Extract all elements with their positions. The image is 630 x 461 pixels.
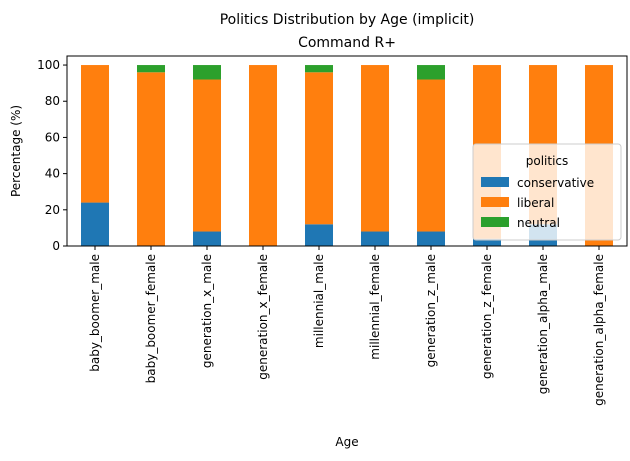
legend-label-conservative: conservative bbox=[517, 176, 594, 190]
bar-liberal-millennial_female bbox=[361, 65, 389, 232]
x-tick-label: generation_z_female bbox=[480, 254, 494, 379]
bar-neutral-millennial_male bbox=[305, 65, 333, 73]
x-tick-label: millennial_male bbox=[312, 254, 326, 348]
bar-neutral-generation_x_male bbox=[193, 65, 221, 80]
x-axis-label: Age bbox=[335, 435, 358, 449]
x-tick-label: generation_x_male bbox=[200, 254, 214, 368]
bar-conservative-generation_z_female bbox=[473, 238, 501, 246]
bar-neutral-generation_z_male bbox=[417, 65, 445, 80]
y-tick-label: 80 bbox=[45, 94, 60, 108]
bar-liberal-baby_boomer_female bbox=[137, 72, 165, 247]
bar-conservative-millennial_male bbox=[305, 224, 333, 246]
legend: politics conservative liberal neutral bbox=[472, 143, 622, 241]
bar-liberal-baby_boomer_male bbox=[81, 65, 109, 203]
y-tick-label: 40 bbox=[45, 167, 60, 181]
x-tick-label: baby_boomer_male bbox=[88, 254, 102, 372]
bar-neutral-baby_boomer_female bbox=[137, 65, 165, 73]
bar-liberal-generation_z_male bbox=[417, 79, 445, 232]
y-tick-label: 0 bbox=[52, 239, 60, 253]
bar-conservative-millennial_female bbox=[361, 231, 389, 246]
x-tick-label: millennial_female bbox=[368, 254, 382, 360]
plot-frame bbox=[66, 55, 628, 247]
bar-liberal-generation_x_female bbox=[249, 65, 277, 246]
chart-subtitle: Command R+ bbox=[298, 35, 396, 51]
y-tick-label: 100 bbox=[37, 58, 60, 72]
bar-conservative-baby_boomer_male bbox=[81, 202, 109, 246]
x-tick-label: generation_z_male bbox=[424, 254, 438, 367]
legend-title: politics bbox=[526, 154, 569, 168]
bar-liberal-generation_x_male bbox=[193, 79, 221, 232]
legend-label-neutral: neutral bbox=[517, 216, 560, 230]
bar-liberal-millennial_male bbox=[305, 72, 333, 225]
legend-label-liberal: liberal bbox=[517, 196, 554, 210]
legend-swatch-neutral bbox=[481, 217, 509, 227]
x-tick-label: generation_alpha_male bbox=[536, 254, 550, 394]
x-tick-label: generation_x_female bbox=[256, 254, 270, 380]
legend-box bbox=[472, 143, 622, 241]
legend-swatch-conservative bbox=[481, 177, 509, 187]
y-tick-label: 20 bbox=[45, 203, 60, 217]
bar-conservative-generation_z_male bbox=[417, 231, 445, 246]
bar-conservative-generation_x_male bbox=[193, 231, 221, 246]
y-axis-label: Percentage (%) bbox=[9, 105, 23, 197]
y-tick-label: 60 bbox=[45, 130, 60, 144]
x-axis: baby_boomer_male baby_boomer_female genera… bbox=[88, 246, 606, 406]
chart-title: Politics Distribution by Age (implicit) bbox=[220, 12, 475, 28]
legend-swatch-liberal bbox=[481, 197, 509, 207]
x-tick-label: baby_boomer_female bbox=[144, 254, 158, 383]
x-tick-label: generation_alpha_female bbox=[592, 254, 606, 406]
y-axis: 0 20 40 60 80 100 bbox=[37, 58, 67, 253]
